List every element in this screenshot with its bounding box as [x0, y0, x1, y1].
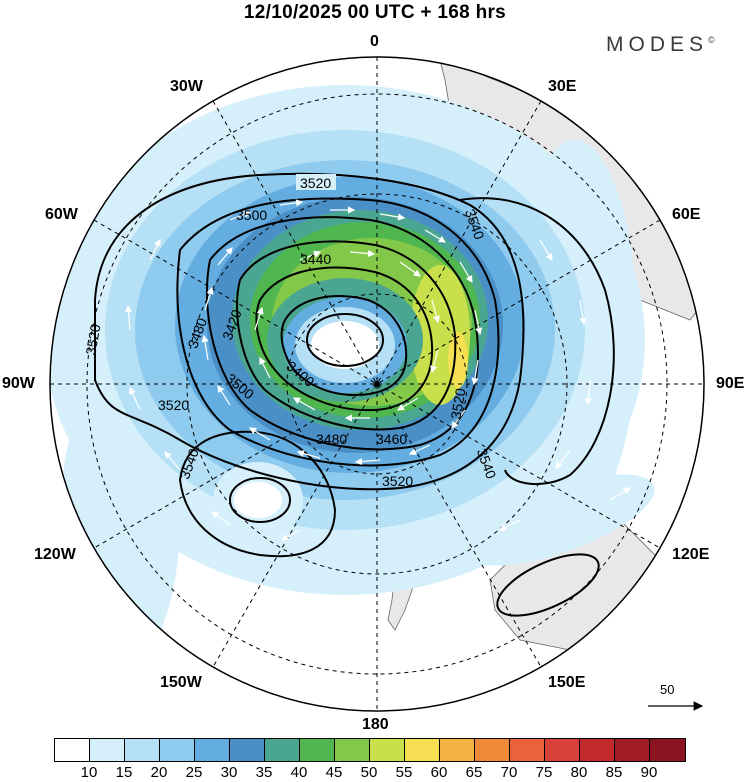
map-title: 12/10/2025 00 UTC + 168 hrs	[243, 2, 507, 23]
modes-logo: MODES©	[606, 33, 715, 57]
colorbar-tick-label: 65	[465, 764, 483, 781]
lon-label-120e: 120E	[672, 546, 710, 563]
lon-label-30w: 30W	[170, 78, 203, 95]
colorbar-tick-label: 50	[360, 764, 378, 781]
colorbar-tick-label: 80	[570, 764, 588, 781]
colorbar	[54, 738, 686, 762]
colorbar-tick-label: 55	[395, 764, 413, 781]
colorbar-tick-label: 60	[430, 764, 448, 781]
lon-label-150e: 150E	[548, 674, 586, 691]
contour-label: 3520	[300, 175, 331, 191]
pole-marker	[374, 381, 380, 387]
colorbar-swatch	[405, 739, 440, 761]
height-contours	[94, 172, 615, 617]
colorbar-tick-label: 25	[185, 764, 203, 781]
colorbar-swatch	[475, 739, 510, 761]
contour-label: 3440	[300, 251, 331, 267]
colorbar-tick-label: 30	[220, 764, 238, 781]
copyright-mark: ©	[708, 35, 715, 45]
colorbar-swatch	[230, 739, 265, 761]
colorbar-swatch	[125, 739, 160, 761]
colorbar-ticks: 10 15 20 25 30 35 40 45 50 55 60 65 70 75 80 85 90	[0, 764, 750, 782]
brand-text: MODES	[606, 33, 709, 56]
lon-label-60w: 60W	[45, 206, 78, 223]
contour-label: 3460	[376, 431, 407, 447]
contour-label: 3520	[447, 387, 468, 421]
colorbar-tick-label: 40	[290, 764, 308, 781]
colorbar-tick-label: 35	[255, 764, 273, 781]
colorbar-swatch	[580, 739, 615, 761]
contour-label: 3520	[158, 397, 189, 413]
contour-label: 3520	[382, 473, 413, 489]
colorbar-tick-label: 90	[640, 764, 658, 781]
colorbar-swatch	[650, 739, 685, 761]
colorbar-swatch	[265, 739, 300, 761]
contour-label: 3480	[316, 431, 347, 447]
colorbar-tick-label: 15	[115, 764, 133, 781]
map-border	[49, 56, 705, 712]
lon-label-90w: 90W	[2, 375, 35, 392]
colorbar-swatch	[300, 739, 335, 761]
lon-label-150w: 150W	[160, 674, 202, 691]
colorbar-swatch	[370, 739, 405, 761]
lon-label-0: 0	[370, 33, 379, 50]
contour-label: 3500	[236, 207, 267, 223]
colorbar-swatch	[440, 739, 475, 761]
colorbar-swatch	[55, 739, 90, 761]
colorbar-swatch	[335, 739, 370, 761]
colorbar-swatch	[160, 739, 195, 761]
wind-vectors	[124, 199, 632, 541]
lon-label-120w: 120W	[34, 546, 76, 563]
graticule	[50, 57, 704, 711]
colorbar-swatch	[545, 739, 580, 761]
lon-label-30e: 30E	[548, 78, 577, 95]
colorbar-swatch	[510, 739, 545, 761]
colorbar-swatch	[615, 739, 650, 761]
colorbar-tick-label: 85	[605, 764, 623, 781]
colorbar-tick-label: 45	[325, 764, 343, 781]
colorbar-tick-label: 75	[535, 764, 553, 781]
reference-vector-label: 50	[660, 682, 675, 697]
colorbar-tick-label: 70	[500, 764, 518, 781]
contour-label: 3520	[82, 323, 103, 357]
lon-label-180: 180	[362, 716, 389, 733]
colorbar-swatch	[195, 739, 230, 761]
colorbar-tick-label: 20	[150, 764, 168, 781]
colorbar-swatch	[90, 739, 125, 761]
lon-label-60e: 60E	[672, 206, 701, 223]
lon-label-90e: 90E	[716, 375, 745, 392]
colorbar-tick-label: 10	[80, 764, 98, 781]
